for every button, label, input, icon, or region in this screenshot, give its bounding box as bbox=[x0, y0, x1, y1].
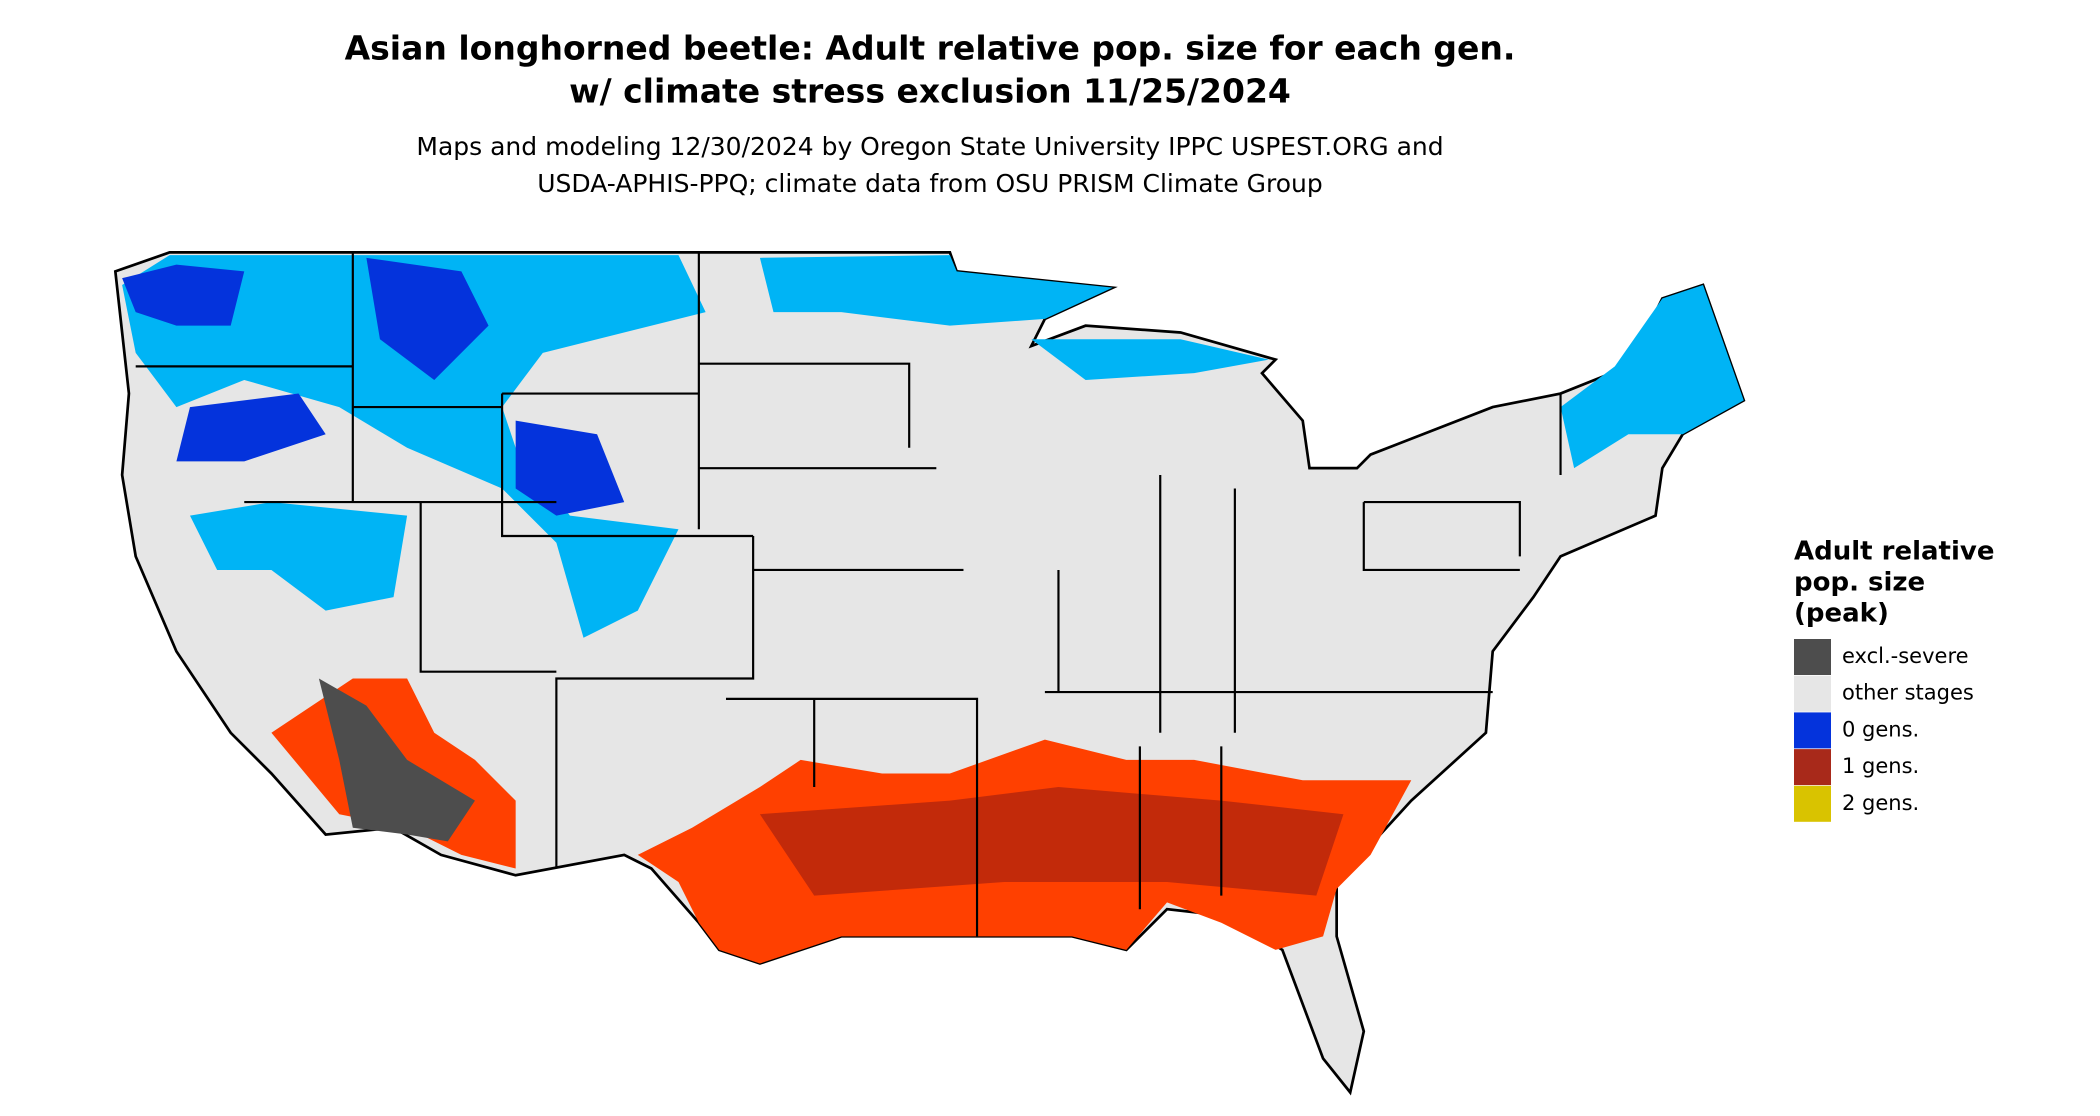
legend-label: 2 gens. bbox=[1842, 791, 1919, 815]
legend-swatch bbox=[1794, 675, 1831, 712]
legend-label: 1 gens. bbox=[1842, 754, 1919, 778]
legend-swatch bbox=[1794, 749, 1831, 786]
legend-swatch bbox=[1794, 639, 1831, 675]
legend-label: excl.-severe bbox=[1842, 644, 1969, 668]
zero-gen-core bbox=[122, 257, 625, 516]
legend: excl.-severe other stages 0 gens. 1 gens. 2 … bbox=[1794, 639, 1974, 822]
legend-label: 0 gens. bbox=[1842, 717, 1919, 741]
legend-swatch bbox=[1794, 785, 1831, 822]
legend-title-line: (peak) bbox=[1794, 599, 1889, 629]
legend-title-line: pop. size bbox=[1794, 568, 1925, 598]
subtitle-line: USDA-APHIS-PPQ; climate data from OSU PR… bbox=[537, 169, 1323, 198]
title-line: Asian longhorned beetle: Adult relative … bbox=[345, 29, 1516, 68]
zero-gen-area bbox=[122, 255, 1744, 638]
legend-swatch bbox=[1794, 712, 1831, 749]
legend-title-line: Adult relative bbox=[1794, 537, 1994, 567]
title-line: w/ climate stress exclusion 11/25/2024 bbox=[569, 72, 1291, 111]
legend-label: other stages bbox=[1842, 681, 1974, 705]
map bbox=[113, 251, 1746, 1096]
one-gen-area bbox=[271, 678, 1412, 964]
state-borders bbox=[135, 252, 1562, 937]
subtitle-line: Maps and modeling 12/30/2024 by Oregon S… bbox=[416, 132, 1443, 161]
